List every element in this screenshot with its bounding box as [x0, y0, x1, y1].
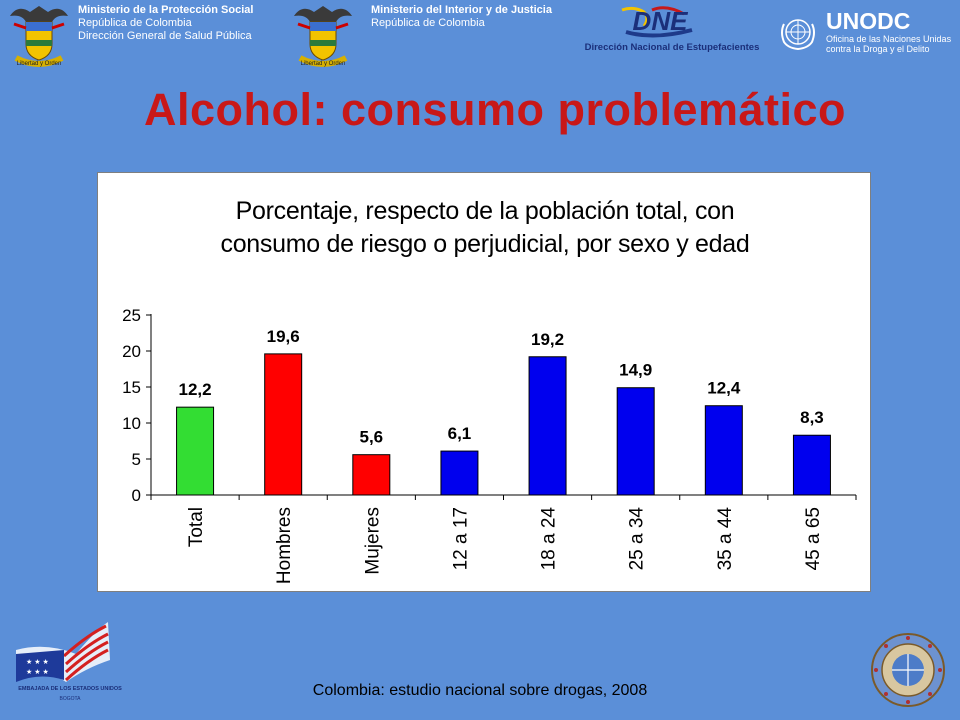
unodc-line2: contra la Droga y el Delito [826, 44, 930, 54]
category-label: 25 a 34 [627, 507, 648, 571]
embassy-text: EMBAJADA DE LOS ESTADOS UNIDOS [18, 686, 122, 692]
source-note: Colombia: estudio nacional sobre drogas,… [312, 682, 648, 699]
y-tick-label: 15 [122, 378, 141, 397]
chart-title: Porcentaje, respecto de la población tot… [98, 195, 872, 261]
bar-chart: 0 5 10 15 20 25 12,2 Total 19,6 Hombres 5,6 Mujeres… [122, 306, 857, 584]
y-tick-label: 20 [122, 342, 141, 361]
bar-12-a-17 [440, 450, 479, 496]
category-label: Mujeres [362, 507, 383, 575]
y-tick-label: 0 [132, 486, 141, 505]
dne-logo-text: DNE [633, 6, 689, 36]
data-label: 19,6 [267, 327, 300, 346]
unodc-block: UNODC Oficina de las Naciones Unidas con… [826, 8, 956, 54]
data-label: 6,1 [448, 424, 472, 443]
category-label: Hombres [274, 507, 295, 584]
coat-of-arms-left: Libertad y Orden [8, 2, 70, 70]
y-tick-label: 25 [122, 306, 141, 325]
bar-25-a-34 [616, 387, 655, 496]
data-label: 8,3 [800, 408, 824, 427]
coat-motto-center: Libertad y Orden [301, 61, 346, 67]
ministry2-name: Ministerio del Interior y de Justicia [371, 4, 552, 16]
data-label: 12,4 [707, 379, 741, 398]
us-embassy-logo: ★ ★ ★ ★ ★ ★ EMBAJADA DE LOS ESTADOS UNID… [6, 620, 156, 712]
data-label: 12,2 [179, 380, 212, 399]
dne-caption: Dirección Nacional de Estupefacientes [585, 42, 760, 53]
svg-text:★ ★ ★: ★ ★ ★ [26, 658, 49, 666]
category-label: Total [186, 507, 207, 547]
bar-mujeres [352, 454, 391, 496]
chart-box: Porcentaje, respecto de la población tot… [97, 172, 871, 592]
y-tick-label: 10 [122, 414, 141, 433]
chart-title-line-2: consumo de riesgo o perjudicial, por sex… [220, 230, 750, 258]
ministry1-line3: Dirección General de Salud Pública [78, 30, 252, 42]
bar-total [176, 406, 215, 496]
dne-logo: DNE Dirección Nacional de Estupefaciente… [574, 4, 770, 56]
slide-title: Alcohol: consumo problemático [143, 84, 847, 135]
ministry1-block: Ministerio de la Protección Social Repúb… [78, 4, 298, 43]
ministry2-line2: República de Colombia [371, 17, 485, 29]
ministry2-block: Ministerio del Interior y de Justicia Re… [371, 4, 591, 30]
coat-motto-left: Libertad y Orden [17, 61, 62, 67]
category-label: 45 a 65 [803, 507, 824, 570]
embassy-sub: BOGOTA [59, 696, 81, 702]
bar-45-a-65 [792, 434, 831, 496]
category-label: 35 a 44 [715, 507, 736, 571]
bar-35-a-44 [704, 405, 743, 496]
unodc-line1: Oficina de las Naciones Unidas [826, 34, 952, 44]
y-tick-label: 5 [132, 450, 141, 469]
bar-18-a-24 [528, 356, 567, 496]
coat-of-arms-center: Libertad y Orden [292, 2, 354, 70]
bar-hombres [264, 353, 303, 496]
data-label: 14,9 [619, 361, 652, 380]
unodc-logo-text: UNODC [826, 8, 911, 34]
ministry1-name: Ministerio de la Protección Social [78, 4, 254, 16]
un-emblem-icon [778, 12, 818, 52]
oas-seal-icon [868, 630, 948, 710]
data-label: 5,6 [359, 428, 383, 447]
category-label: 18 a 24 [539, 507, 560, 571]
category-label: 12 a 17 [450, 507, 471, 570]
ministry1-line2: República de Colombia [78, 17, 192, 29]
data-label: 19,2 [531, 330, 564, 349]
chart-title-line-1: Porcentaje, respecto de la población tot… [235, 197, 735, 225]
svg-text:★ ★ ★: ★ ★ ★ [26, 668, 49, 676]
